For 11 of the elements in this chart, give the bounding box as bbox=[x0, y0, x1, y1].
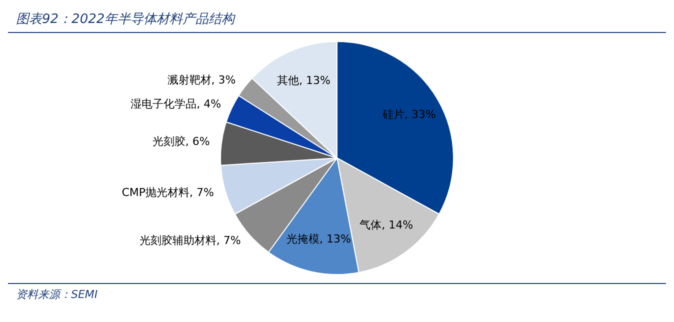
slice-label: 湿电子化学品, 4% bbox=[130, 97, 222, 110]
slice-label: 溅射靶材, 3% bbox=[167, 74, 236, 87]
slice-label: 光刻胶, 6% bbox=[152, 135, 210, 148]
slice-label: 光掩模, 13% bbox=[286, 232, 351, 246]
slice-label: 气体, 14% bbox=[360, 218, 414, 232]
slice-label: CMP抛光材料, 7% bbox=[122, 186, 214, 199]
chart-title: 图表92：2022年半导体材料产品结构 bbox=[8, 8, 666, 33]
slice-label: 光刻胶辅助材料, 7% bbox=[139, 234, 241, 248]
slice-label: 其他, 13% bbox=[276, 74, 330, 87]
text: 资料来源：SEMI bbox=[16, 288, 98, 301]
slice-label: 硅片, 33% bbox=[381, 108, 436, 122]
